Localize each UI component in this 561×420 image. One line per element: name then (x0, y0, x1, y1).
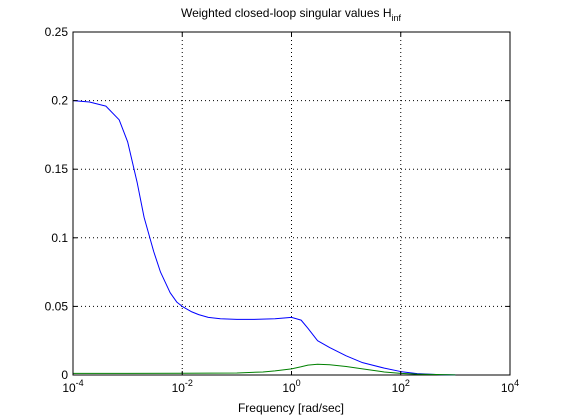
x-tick-label-exponent: 4 (514, 378, 519, 388)
x-tick-label-base: 10 (501, 381, 515, 395)
tick-marks (72, 31, 511, 376)
x-tick-label-base: 10 (282, 381, 296, 395)
y-tick-label: 0.25 (45, 25, 69, 39)
y-tick-label: 0.2 (51, 94, 68, 108)
x-tick-label: 102 (392, 378, 410, 395)
y-tick-label: 0.15 (45, 162, 69, 176)
chart-title: Weighted closed-loop singular values Hin… (181, 6, 402, 23)
x-tick-label-exponent: 2 (405, 378, 410, 388)
x-tick-label-exponent: -2 (185, 378, 193, 388)
x-tick-label-base: 10 (172, 381, 186, 395)
x-tick-label-exponent: 0 (296, 378, 301, 388)
chart-title-main: Weighted closed-loop singular values H (181, 6, 392, 20)
x-tick-label: 10-4 (62, 378, 83, 395)
x-tick-label-exponent: -4 (76, 378, 84, 388)
series-line-2 (73, 363, 456, 376)
chart-title-subscript: inf (392, 13, 402, 23)
y-tick-label: 0 (61, 368, 68, 382)
x-tick-label-base: 10 (392, 381, 406, 395)
series-layer (72, 100, 456, 376)
x-tick-label-base: 10 (62, 381, 76, 395)
grid-lines (73, 32, 510, 375)
y-tick-label: 0.05 (45, 299, 69, 313)
x-axis-label: Frequency [rad/sec] (238, 401, 344, 415)
x-tick-label: 10-2 (172, 378, 193, 395)
y-tick-labels: 0 0.05 0.1 0.15 0.2 0.25 (45, 25, 69, 382)
series-line-1 (72, 100, 456, 376)
plot-area (72, 31, 511, 376)
y-tick-label: 0.1 (51, 231, 68, 245)
x-tick-label: 100 (282, 378, 300, 395)
x-tick-labels: 10-4 10-2 100 102 104 (62, 378, 519, 395)
x-tick-label: 104 (501, 378, 519, 395)
